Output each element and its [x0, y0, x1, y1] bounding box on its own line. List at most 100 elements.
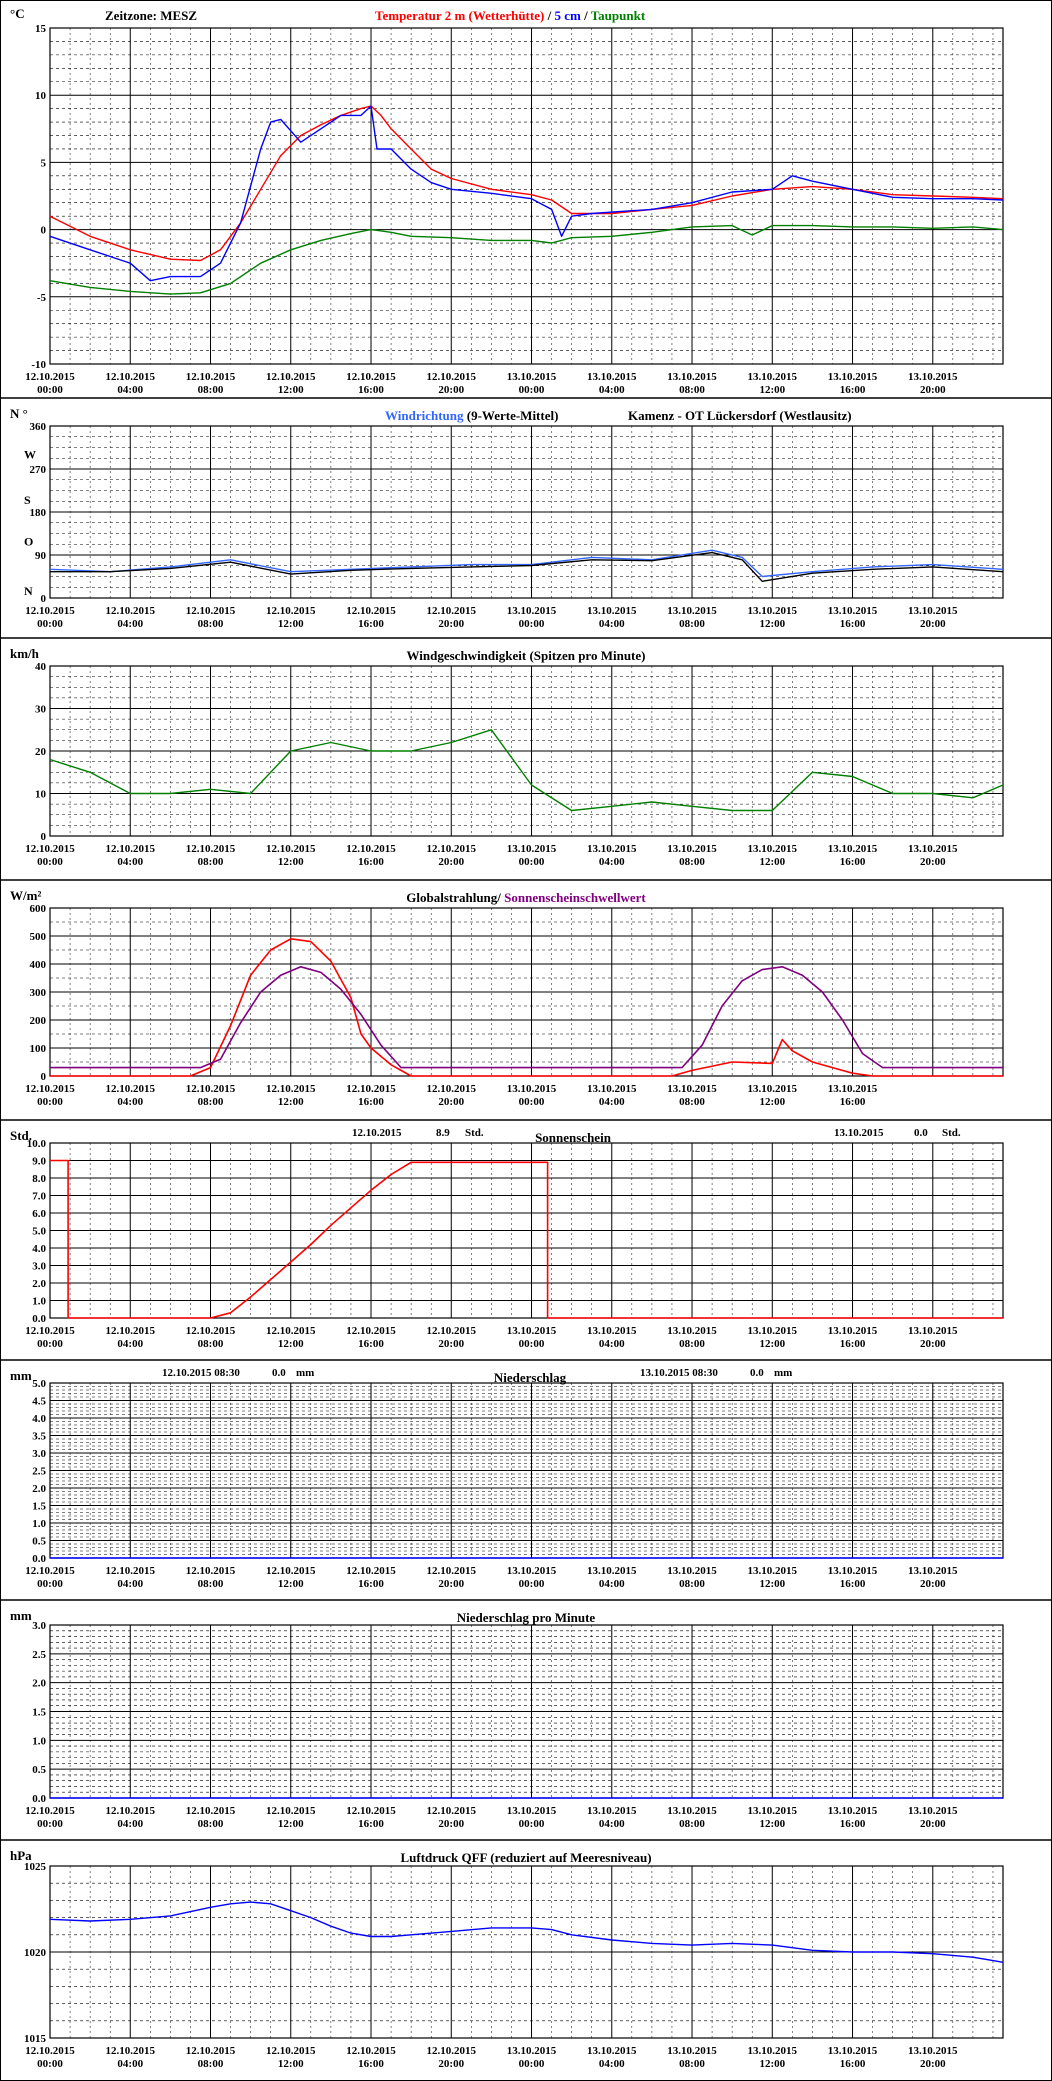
title-part: Luftdruck QFF (reduziert auf Meeresnivea…: [400, 1850, 651, 1865]
series-line-pressure-0: [49, 1901, 1004, 1963]
y-tick-label: 3.5: [32, 1431, 46, 1443]
series-line-wind_direction-1: [50, 551, 1004, 582]
unit-label: km/h: [10, 646, 40, 661]
x-tick-date: 13.10.2015: [908, 1325, 958, 1337]
x-tick-date: 13.10.2015: [828, 843, 878, 855]
y-tick-label: 0.0: [32, 1793, 46, 1805]
plot-frame: [49, 1142, 1004, 1319]
x-tick-time: 16:00: [840, 2058, 866, 2070]
x-tick-date: 13.10.2015: [748, 605, 798, 617]
x-tick-time: 20:00: [920, 1338, 946, 1350]
y-tick-label: 10: [35, 90, 47, 102]
x-tick-time: 00:00: [37, 1578, 63, 1590]
x-tick-time: 20:00: [438, 384, 464, 396]
x-tick-date: 12.10.2015: [346, 2045, 396, 2057]
x-tick-date: 13.10.2015: [667, 1325, 717, 1337]
x-tick-time: 20:00: [920, 856, 946, 868]
x-tick-date: 13.10.2015: [587, 1805, 637, 1817]
x-tick-time: 16:00: [358, 1818, 384, 1830]
x-tick-date: 13.10.2015: [667, 1083, 717, 1095]
chart-precipitation: 5.04.54.03.53.02.52.01.51.00.50.012.10.2…: [0, 1359, 1052, 1590]
x-tick-date: 12.10.2015: [186, 371, 236, 383]
x-tick-date: 12.10.2015: [427, 1083, 477, 1095]
x-tick-date: 12.10.2015: [106, 2045, 156, 2057]
x-tick-date: 12.10.2015: [427, 1325, 477, 1337]
chart-radiation: 600500400300200100012.10.201500:0012.10.…: [0, 879, 1052, 1108]
x-tick-time: 00:00: [37, 1338, 63, 1350]
x-tick-date: 12.10.2015: [106, 1805, 156, 1817]
x-tick-date: 12.10.2015: [186, 1565, 236, 1577]
y-tick-label: 4.0: [32, 1243, 46, 1255]
x-tick-date: 13.10.2015: [908, 2045, 958, 2057]
y-tick-label: 30: [35, 704, 47, 716]
y-tick-label: 1.0: [32, 1518, 46, 1530]
unit-label: Std.: [10, 1128, 32, 1143]
x-tick-date: 13.10.2015: [828, 1083, 878, 1095]
y-tick-label: 3.0: [32, 1620, 46, 1632]
x-tick-date: 13.10.2015: [908, 843, 958, 855]
x-tick-date: 12.10.2015: [186, 1325, 236, 1337]
x-tick-time: 12:00: [278, 2058, 304, 2070]
x-tick-date: 12.10.2015: [106, 1083, 156, 1095]
x-tick-date: 12.10.2015: [25, 843, 75, 855]
chart-title: Windgeschwindigkeit (Spitzen pro Minute): [407, 648, 646, 663]
x-tick-date: 12.10.2015: [266, 1565, 316, 1577]
series-line-temperature-1: [49, 105, 1004, 282]
x-tick-date: 13.10.2015: [828, 2045, 878, 2057]
x-tick-date: 13.10.2015: [587, 1325, 637, 1337]
x-tick-date: 13.10.2015: [748, 1565, 798, 1577]
timezone-label: Zeitzone: MESZ: [105, 8, 197, 23]
series-line-temperature-0: [49, 105, 1004, 262]
y-tick-label: 500: [30, 931, 47, 943]
x-tick-time: 04:00: [599, 2058, 625, 2070]
x-tick-date: 12.10.2015: [427, 1565, 477, 1577]
title-part: Taupunkt: [591, 8, 646, 23]
y-tick-label: 10.0: [27, 1138, 47, 1150]
x-tick-date: 13.10.2015: [828, 1805, 878, 1817]
chart-title: Niederschlag: [494, 1370, 567, 1385]
y-tick-label: 3.0: [32, 1448, 46, 1460]
x-tick-time: 04:00: [599, 1096, 625, 1108]
y-tick-label: 1.0: [32, 1296, 46, 1308]
x-tick-date: 12.10.2015: [106, 843, 156, 855]
x-tick-time: 16:00: [840, 856, 866, 868]
chart-pressure: 10251020101512.10.201500:0012.10.201504:…: [0, 1839, 1052, 2070]
title-part: /: [544, 8, 554, 23]
x-tick-time: 08:00: [198, 856, 224, 868]
day2-value: 0.0: [914, 1127, 928, 1139]
x-tick-date: 12.10.2015: [106, 371, 156, 383]
x-tick-time: 00:00: [37, 856, 63, 868]
x-tick-time: 20:00: [920, 618, 946, 630]
x-tick-time: 04:00: [117, 1096, 143, 1108]
x-tick-date: 13.10.2015: [507, 605, 557, 617]
x-tick-time: 08:00: [198, 1578, 224, 1590]
x-tick-date: 12.10.2015: [427, 2045, 477, 2057]
unit-label: mm: [10, 1368, 32, 1383]
chart-title: Luftdruck QFF (reduziert auf Meeresnivea…: [400, 1850, 651, 1865]
x-tick-time: 08:00: [679, 384, 705, 396]
y-tick-label: 400: [30, 959, 47, 971]
chart-title: Sonnenschein: [535, 1130, 612, 1145]
day2-value: 0.0: [750, 1367, 764, 1379]
x-tick-date: 13.10.2015: [587, 371, 637, 383]
x-tick-time: 00:00: [519, 1096, 545, 1108]
x-tick-date: 13.10.2015: [587, 1083, 637, 1095]
title-part: Temperatur 2 m (Wetterhütte): [375, 8, 544, 23]
title-part: 5 cm: [554, 8, 581, 23]
x-tick-time: 12:00: [278, 1338, 304, 1350]
x-tick-time: 04:00: [117, 1818, 143, 1830]
unit-label: hPa: [10, 1848, 32, 1863]
y-tick-label: 100: [30, 1043, 47, 1055]
x-tick-time: 16:00: [840, 1818, 866, 1830]
title-part: /: [581, 8, 591, 23]
x-tick-time: 08:00: [679, 1578, 705, 1590]
x-tick-time: 20:00: [438, 1096, 464, 1108]
chart-temperature: 151050-5-1012.10.201500:0012.10.201504:0…: [10, 6, 1004, 396]
title-part: Windgeschwindigkeit (Spitzen pro Minute): [407, 648, 646, 663]
x-tick-date: 12.10.2015: [106, 1565, 156, 1577]
series-line-wind_speed-0: [49, 729, 1004, 812]
x-tick-date: 13.10.2015: [667, 1805, 717, 1817]
x-tick-time: 20:00: [438, 1818, 464, 1830]
location-label: Kamenz - OT Lückersdorf (Westlausitz): [628, 408, 852, 423]
x-tick-date: 13.10.2015: [828, 605, 878, 617]
